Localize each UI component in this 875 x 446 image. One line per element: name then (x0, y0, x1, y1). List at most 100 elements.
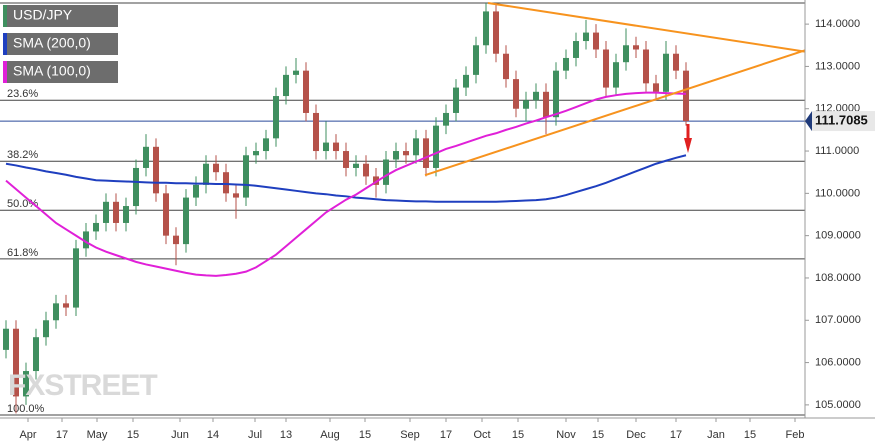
candle-body (523, 100, 529, 109)
y-tick-label: 106.0000 (815, 356, 861, 368)
candle-body (423, 138, 429, 168)
x-tick-label: Jan (707, 429, 725, 441)
y-tick-label: 110.0000 (815, 187, 860, 199)
legend-swatch (3, 5, 7, 27)
price-tag-notch (805, 111, 812, 132)
x-tick-label: 14 (207, 429, 219, 441)
candle-body (403, 151, 409, 156)
candle-body (343, 151, 349, 168)
candle-body (83, 231, 89, 249)
candle-body (433, 125, 439, 168)
x-tick-label: 15 (512, 429, 524, 441)
y-tick-label: 113.0000 (815, 60, 860, 72)
sma-line (5, 91, 687, 277)
candle-body (143, 146, 149, 168)
candle-body (513, 79, 519, 109)
legend-swatch (3, 33, 7, 55)
x-tick-label: 17 (56, 429, 68, 441)
candle-body (323, 142, 329, 152)
candle-body (133, 167, 139, 207)
candle-body (293, 70, 299, 75)
candle-body (573, 41, 579, 58)
candle-body (373, 176, 379, 185)
fib-label: 0.0% (7, 0, 32, 3)
candle-body (503, 53, 509, 80)
candle-body (633, 45, 639, 50)
x-tick-label: Jun (171, 429, 189, 441)
x-tick-label: 15 (592, 429, 604, 441)
price-tag-label: 111.7085 (815, 113, 868, 128)
candle-body (683, 70, 689, 122)
x-tick-label: 17 (440, 429, 452, 441)
candle-body (13, 328, 19, 397)
x-tick-label: 13 (280, 429, 292, 441)
candle-body (353, 163, 359, 168)
watermark: FXSTREET (8, 369, 157, 402)
candle-body (3, 328, 9, 350)
candle-body (583, 32, 589, 42)
candle-body (363, 163, 369, 177)
candle-body (193, 184, 199, 198)
x-tick-label: 15 (127, 429, 139, 441)
fib-label: 23.6% (7, 88, 38, 100)
x-tick-label: 15 (359, 429, 371, 441)
y-tick-label: 108.0000 (815, 272, 861, 284)
candle-body (413, 138, 419, 156)
candle-body (553, 70, 559, 118)
candle-body (393, 151, 399, 160)
candle-body (463, 74, 469, 88)
candle-body (223, 172, 229, 194)
x-tick-label: 15 (744, 429, 756, 441)
x-tick-label: Aug (320, 429, 340, 441)
legend-swatch (3, 61, 7, 83)
trendline (487, 1, 806, 53)
legend-box (3, 33, 118, 55)
candle-body (73, 248, 79, 308)
candle-body (213, 163, 219, 173)
candle-body (173, 235, 179, 245)
x-tick-label: 17 (670, 429, 682, 441)
candle-body (253, 151, 259, 156)
candle-body (613, 62, 619, 88)
down-arrow (684, 138, 692, 153)
candle-body (23, 371, 29, 397)
candle-body (93, 222, 99, 232)
candle-body (263, 138, 269, 152)
candle-body (443, 112, 449, 126)
sma-line (5, 154, 687, 203)
x-tick-label: Dec (626, 429, 646, 441)
candle-body (243, 155, 249, 198)
legend-label: SMA (100,0) (13, 63, 91, 79)
candle-body (163, 193, 169, 236)
candle-body (183, 197, 189, 245)
legend-box (3, 5, 118, 27)
candle-body (453, 87, 459, 113)
candle-body (533, 91, 539, 101)
y-tick-label: 107.0000 (815, 314, 861, 326)
candle-body (203, 163, 209, 185)
candle-body (63, 303, 69, 308)
candle-body (493, 11, 499, 54)
x-tick-label: Jul (248, 429, 262, 441)
candle-body (653, 83, 659, 92)
y-tick-label: 114.0000 (815, 18, 860, 30)
fib-label: 61.8% (7, 247, 38, 259)
candle-body (123, 206, 129, 223)
x-tick-label: Nov (556, 429, 576, 441)
candle-body (333, 142, 339, 152)
candle-body (53, 303, 59, 321)
candle-body (643, 49, 649, 84)
legend-box (3, 61, 118, 83)
candle-body (283, 74, 289, 97)
candle-body (663, 53, 669, 92)
x-tick-label: Sep (400, 429, 420, 441)
candle-body (153, 146, 159, 194)
candle-body (113, 201, 119, 223)
candle-body (233, 193, 239, 198)
candle-body (673, 53, 679, 71)
candle-body (303, 70, 309, 113)
x-tick-label: Feb (786, 429, 805, 441)
legend-label: SMA (200,0) (13, 35, 91, 51)
candle-body (563, 57, 569, 71)
